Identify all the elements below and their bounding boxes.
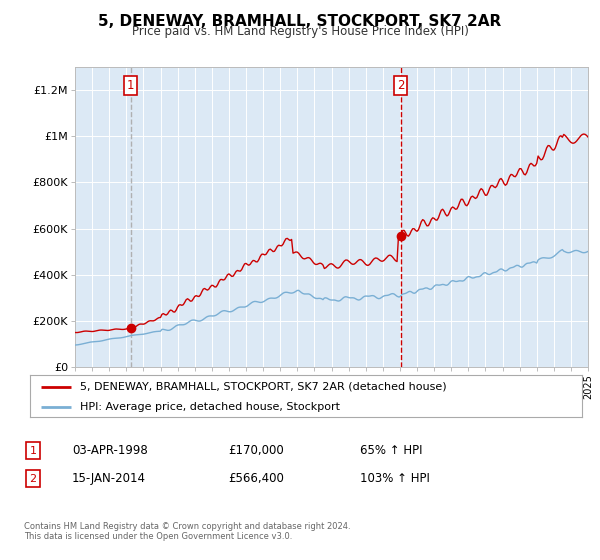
Text: 5, DENEWAY, BRAMHALL, STOCKPORT, SK7 2AR: 5, DENEWAY, BRAMHALL, STOCKPORT, SK7 2AR <box>98 14 502 29</box>
Text: 2: 2 <box>29 474 37 484</box>
Text: Price paid vs. HM Land Registry's House Price Index (HPI): Price paid vs. HM Land Registry's House … <box>131 25 469 38</box>
Text: HPI: Average price, detached house, Stockport: HPI: Average price, detached house, Stoc… <box>80 402 340 412</box>
Text: 03-APR-1998: 03-APR-1998 <box>72 444 148 458</box>
Text: Contains HM Land Registry data © Crown copyright and database right 2024.
This d: Contains HM Land Registry data © Crown c… <box>24 522 350 542</box>
Text: 1: 1 <box>127 79 134 92</box>
Text: 103% ↑ HPI: 103% ↑ HPI <box>360 472 430 486</box>
Text: £170,000: £170,000 <box>228 444 284 458</box>
Text: 15-JAN-2014: 15-JAN-2014 <box>72 472 146 486</box>
Text: £566,400: £566,400 <box>228 472 284 486</box>
Text: 2: 2 <box>397 79 404 92</box>
Text: 5, DENEWAY, BRAMHALL, STOCKPORT, SK7 2AR (detached house): 5, DENEWAY, BRAMHALL, STOCKPORT, SK7 2AR… <box>80 382 446 392</box>
Text: 65% ↑ HPI: 65% ↑ HPI <box>360 444 422 458</box>
Text: 1: 1 <box>29 446 37 456</box>
